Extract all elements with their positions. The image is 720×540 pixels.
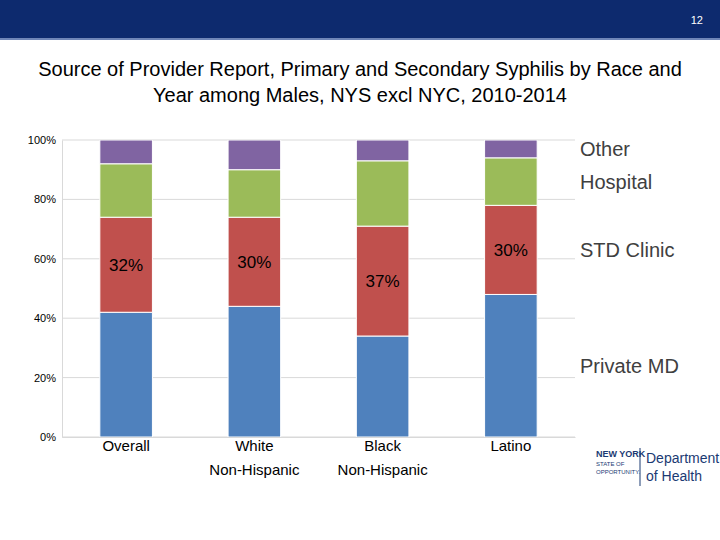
legend-label: Other [580, 138, 630, 160]
bar [100, 140, 153, 164]
series-bars [100, 294, 537, 437]
bar [228, 306, 281, 437]
bar [100, 312, 153, 437]
bar [356, 336, 409, 437]
logo-text: Department [646, 450, 719, 466]
y-tick: 80% [34, 193, 62, 205]
bar [485, 294, 538, 437]
logo: NEW YORK STATE OF OPPORTUNITY. Department of… [596, 448, 719, 486]
bar [356, 161, 409, 226]
x-tick-label: Latino [490, 437, 531, 454]
y-tick: 0% [40, 431, 62, 443]
x-tick: BlackNon-Hispanic [338, 437, 429, 478]
y-tick: 40% [34, 312, 62, 324]
bar [228, 170, 281, 218]
legend-label: Private MD [580, 355, 679, 377]
bar [356, 140, 409, 161]
x-tick: Overall [102, 437, 150, 454]
logo-text: STATE OF [596, 461, 625, 467]
series-bars [100, 205, 537, 336]
legend: Private MD STD Clinic Hospital Other [580, 138, 679, 377]
bar [100, 164, 153, 217]
bar [100, 217, 153, 312]
x-tick-label: BlackNon-Hispanic [338, 437, 429, 478]
bar [356, 226, 409, 336]
y-tick: 60% [34, 253, 62, 265]
y-tick-label: 80% [34, 193, 56, 205]
y-tick-label: 60% [34, 253, 56, 265]
logo-divider [640, 448, 641, 486]
y-tick-label: 20% [34, 372, 56, 384]
y-tick-label: 100% [28, 134, 56, 146]
x-axis: Overall WhiteNon-Hispanic BlackNon-Hispani… [63, 437, 576, 478]
y-tick: 100% [28, 134, 62, 146]
y-tick: 20% [34, 372, 62, 384]
slide: 12 Source of Provider Report, Primary and… [0, 0, 720, 540]
bar [485, 140, 538, 158]
logo-text: of Health [646, 468, 702, 484]
bar [228, 217, 281, 306]
legend-label: Hospital [580, 171, 652, 193]
data-label: 32% [109, 256, 143, 275]
bars [100, 140, 537, 437]
page-number: 12 [691, 14, 703, 26]
series-bars [100, 140, 537, 170]
header-bar [0, 0, 720, 38]
y-tick-label: 0% [40, 431, 56, 443]
header-strip [0, 38, 720, 40]
logo-text: NEW YORK [596, 449, 646, 459]
x-tick-label: WhiteNon-Hispanic [209, 437, 300, 478]
data-labels: 32% 30% 37% 30% [109, 241, 528, 291]
series-bars [100, 158, 537, 226]
data-label: 37% [366, 272, 400, 291]
y-axis-line [62, 141, 63, 438]
grid [62, 140, 575, 437]
legend-label: STD Clinic [580, 239, 674, 261]
y-axis: 0% 20% 40% 60% 80% 100% [28, 134, 63, 443]
bar [228, 140, 281, 170]
bar [485, 205, 538, 294]
data-label: 30% [494, 241, 528, 260]
x-tick: Latino [490, 437, 531, 454]
chart-title: Source of Provider Report, Primary and S… [38, 58, 682, 106]
bar [485, 158, 538, 206]
x-tick: WhiteNon-Hispanic [209, 437, 300, 478]
y-tick-label: 40% [34, 312, 56, 324]
x-tick-label: Overall [102, 437, 150, 454]
logo-text: OPPORTUNITY. [596, 469, 640, 475]
data-label: 30% [237, 253, 271, 272]
